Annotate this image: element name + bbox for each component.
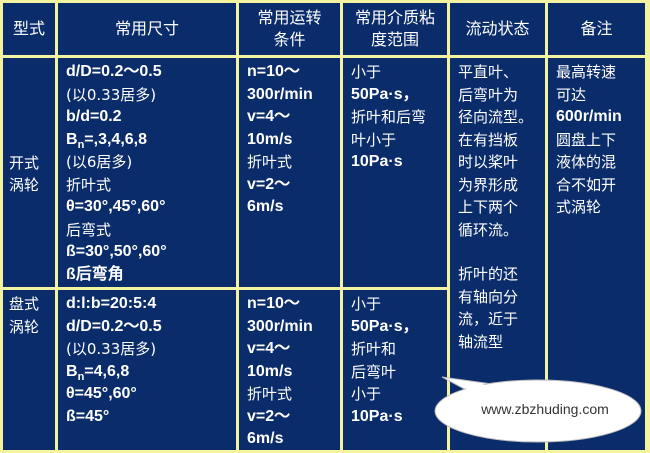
cell-line: 300r/min [247, 317, 313, 335]
conditions-cell: n=10～ 300r/min v=4～ 10m/s 折叶式 v=2～ 6m/s [239, 290, 340, 450]
cell-line: 后弯叶为 [458, 85, 519, 104]
cell-line: 为界形成 [458, 175, 519, 194]
cell-line: 在有挡板 [458, 130, 519, 149]
cell-line: 折叶和后弯 [351, 108, 427, 126]
cell-line: 圆盘上下 [556, 130, 617, 149]
cell-line: 式涡轮 [556, 198, 602, 216]
cell-line: 折叶式 [66, 175, 112, 194]
header-label: 流动状态 [465, 18, 529, 40]
cell-line: 液体的混 [556, 153, 617, 171]
cell-line: ß后弯角 [66, 265, 124, 283]
cell-line: 常用介质粘 [354, 8, 435, 27]
cell-line: 备注 [580, 19, 613, 38]
cell-line: 10m/s [247, 362, 293, 380]
cell-line: n=10～ [247, 295, 300, 312]
cell-line: (以0.33居多) [66, 340, 157, 358]
cell-line: n=10～ [247, 63, 300, 80]
cell-line: 循环流。 [458, 220, 519, 239]
cell-line: 10m/s [247, 130, 293, 148]
cell-line: 小于 [351, 295, 382, 313]
cell-line: b/d=0.2 [66, 108, 122, 125]
cell-line: v=2～ [247, 407, 291, 425]
cell-line: 小于 [351, 385, 382, 403]
cell-line: 10Pa·s [351, 153, 403, 170]
cell-line: 折叶式 [247, 385, 293, 403]
header-label: 常用运转 条件 [257, 7, 321, 51]
cell-line: 涡轮 [9, 176, 40, 194]
header-label: 备注 [580, 18, 612, 40]
cell-line: 常用运转 [257, 8, 322, 27]
cell-line: 径向流型。 [458, 108, 534, 126]
type-cell: 开式 涡轮 [3, 58, 55, 287]
watermark-text: www.zbzhuding.com [481, 401, 609, 417]
cell-line: Bn=4,6,8 [66, 362, 130, 383]
cell-line: d:l:b=20:5:4 [66, 295, 157, 312]
cell-line: 常用尺寸 [114, 19, 179, 38]
cell-line: ß=45° [66, 407, 110, 425]
cell-line: d/D=0.2～0.5 [66, 317, 162, 335]
cell-line: 折叶式 [247, 153, 293, 171]
header-1: 常用尺寸 [58, 3, 236, 55]
cell-line: 流，近于 [458, 310, 519, 328]
cell-line: 型式 [12, 19, 45, 38]
cell-line: ß=30°,50°,60° [66, 243, 167, 260]
conditions-cell: n=10～ 300r/min v=4～ 10m/s 折叶式 v=2～ 6m/s [239, 58, 340, 287]
type-cell: 盘式 涡轮 [3, 290, 55, 450]
cell-line: 300r/min [247, 85, 313, 103]
cell-line: 后弯叶 [351, 362, 397, 381]
dimensions-cell: d/D=0.2～0.5 (以0.33居多) b/d=0.2 Bn=,3,4,6,8 (以… [58, 58, 236, 287]
cell-line: 叶小于 [351, 130, 397, 149]
notes-cell: 最高转速可达 600r/min 圆盘上下液体的混合不如开式涡轮 [548, 58, 645, 450]
cell-line: 盘式 [9, 295, 40, 313]
header-label: 常用介质粘 度范围 [355, 7, 435, 51]
cell-line: 度范围 [370, 30, 419, 49]
cell-line: 6m/s [247, 198, 284, 215]
cell-line: 最高转速 [556, 63, 617, 81]
cell-line: θ=30°,45°,60° [66, 198, 166, 215]
cell-line: (以6居多) [66, 153, 133, 171]
cell-line: 600r/min [556, 108, 622, 125]
header-5: 备注 [548, 3, 645, 55]
cell-line: 开式 [9, 153, 40, 172]
header-3: 常用介质粘 度范围 [343, 3, 447, 55]
header-label: 常用尺寸 [115, 18, 179, 40]
cell-line: 小于 [351, 63, 382, 81]
viscosity-cell: 小于 50Pa·s， 折叶和后弯叶小于 10Pa·s [343, 58, 447, 287]
cell-line: 时以桨叶 [458, 153, 519, 171]
cell-line: 涡轮 [9, 317, 40, 336]
cell-line: θ=45°,60° [66, 385, 137, 402]
dimensions-cell: d:l:b=20:5:4 d/D=0.2～0.5 (以0.33居多) Bn=4,6,8… [58, 290, 236, 450]
cell-line: 流动状态 [465, 19, 530, 38]
cell-line: 折叶的还 [458, 265, 519, 283]
cell-line: v=4～ [247, 340, 291, 357]
header-4: 流动状态 [450, 3, 545, 55]
cell-line: 合不如开 [556, 175, 617, 194]
cell-line: v=4～ [247, 108, 291, 125]
cell-line: d/D=0.2～0.5 [66, 63, 162, 80]
cell-line: 折叶和 [351, 340, 397, 358]
cell-line: 可达 [556, 85, 587, 104]
cell-line: 上下两个 [458, 198, 519, 216]
cell-line: 50Pa·s， [351, 317, 419, 335]
cell-line: 6m/s [247, 430, 284, 447]
cell-line: 10Pa·s [351, 407, 403, 425]
cell-line: 轴流型 [458, 332, 504, 351]
cell-line: 后弯式 [66, 220, 112, 239]
cell-line: 平直叶、 [458, 63, 519, 81]
cell-line: 50Pa·s， [351, 85, 419, 103]
cell-line: Bn=,3,4,6,8 [66, 130, 148, 151]
cell-line: v=2～ [247, 175, 291, 193]
cell-line: 条件 [273, 30, 306, 49]
header-label: 型式 [13, 18, 45, 40]
header-2: 常用运转 条件 [239, 3, 340, 55]
header-0: 型式 [3, 3, 55, 55]
cell-line: (以0.33居多) [66, 85, 157, 104]
cell-line: 有轴向分 [458, 287, 519, 306]
